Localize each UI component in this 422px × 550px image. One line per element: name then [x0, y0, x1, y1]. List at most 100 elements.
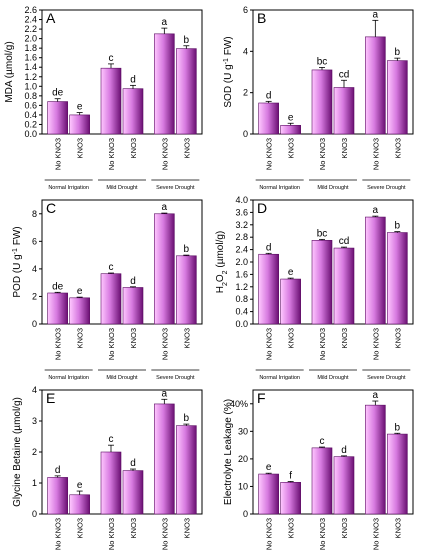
- y-tick-label: 0.4: [24, 110, 37, 120]
- bar: [122, 287, 144, 325]
- panel-e: E 0 1 2 3 4 Glycine Betaine (µmol/g) d No KNO3 e K…: [12, 385, 203, 550]
- significance-letter: d: [130, 276, 136, 287]
- group-label: Severe Drought: [367, 185, 406, 191]
- significance-letter: f: [289, 470, 292, 481]
- y-tick-label: 0.2: [24, 119, 37, 129]
- y-tick-label: 2: [32, 447, 37, 457]
- y-tick-label: 3.2: [235, 220, 248, 230]
- y-tick-label: 40%: [230, 399, 248, 409]
- group-label: Severe Drought: [367, 375, 406, 381]
- bar: [69, 114, 90, 135]
- bar: [280, 278, 301, 325]
- significance-letter: c: [320, 436, 325, 447]
- y-axis-label-part: H: [215, 286, 226, 293]
- bar: [258, 102, 279, 135]
- y-tick-label: 1: [32, 478, 37, 488]
- x-tick-label: KNO3: [76, 518, 85, 538]
- significance-letter: a: [162, 388, 168, 399]
- y-axis-label-part: 2: [222, 270, 229, 274]
- x-tick-label: No KNO3: [107, 138, 116, 170]
- bar: [154, 403, 175, 515]
- y-tick-label: 2.4: [24, 15, 37, 25]
- x-tick-label: KNO3: [340, 138, 349, 158]
- y-axis-label-part: SOD (U g: [223, 64, 234, 107]
- x-tick-label: KNO3: [182, 518, 191, 538]
- y-tick-label: 3.6: [235, 207, 248, 217]
- y-tick-label: 3: [32, 416, 37, 426]
- x-tick-label: KNO3: [129, 518, 138, 538]
- x-tick-label: No KNO3: [371, 328, 380, 360]
- significance-letter: b: [395, 221, 401, 232]
- significance-letter: b: [395, 422, 401, 433]
- y-axis-label-part: FW): [12, 226, 23, 248]
- significance-letter: a: [162, 202, 168, 213]
- significance-letter: d: [341, 445, 347, 456]
- x-tick-label: No KNO3: [160, 518, 169, 550]
- bar: [365, 36, 386, 135]
- plot-frame: [252, 9, 414, 135]
- significance-letter: a: [162, 17, 168, 28]
- bar: [311, 240, 333, 325]
- bar: [122, 470, 144, 515]
- panel-letter: A: [46, 10, 56, 26]
- bar: [365, 216, 386, 325]
- x-tick-label: No KNO3: [107, 518, 116, 550]
- bar: [100, 67, 122, 135]
- y-tick-label: 4: [32, 264, 37, 274]
- x-tick-label: KNO3: [393, 518, 402, 538]
- x-tick-label: KNO3: [76, 138, 85, 158]
- bar: [47, 292, 68, 325]
- y-tick-label: 0: [32, 319, 37, 329]
- bar: [387, 60, 408, 135]
- significance-letter: e: [288, 267, 294, 278]
- group-label: Mild Drought: [106, 375, 138, 381]
- significance-letter: a: [373, 205, 379, 216]
- y-tick-label: 0.0: [24, 129, 37, 139]
- y-tick-label: 6: [32, 236, 37, 246]
- bar: [333, 87, 355, 135]
- y-axis-label: H2O2 (µmol/g): [215, 231, 229, 293]
- y-axis-label-part: 2: [222, 282, 229, 286]
- y-axis-label: Electrolyte Leakage (%): [223, 399, 234, 505]
- y-tick-label: 20: [238, 454, 248, 464]
- x-tick-label: No KNO3: [54, 138, 63, 170]
- bar: [176, 425, 197, 515]
- panel-letter: D: [257, 200, 267, 216]
- x-tick-label: No KNO3: [54, 518, 63, 550]
- y-tick-label: 0.0: [235, 319, 248, 329]
- bar: [387, 232, 408, 325]
- x-tick-label: No KNO3: [265, 138, 274, 170]
- significance-letter: a: [373, 9, 379, 20]
- x-tick-label: No KNO3: [54, 328, 63, 360]
- y-axis-label-part: FW): [223, 36, 234, 58]
- significance-letter: c: [109, 262, 114, 273]
- plot-frame: [252, 389, 414, 515]
- bar: [311, 447, 333, 515]
- significance-letter: d: [130, 74, 136, 85]
- x-tick-label: No KNO3: [160, 138, 169, 170]
- group-label: Mild Drought: [317, 375, 349, 381]
- y-tick-label: 0.6: [24, 100, 37, 110]
- significance-letter: cd: [339, 69, 350, 80]
- significance-letter: e: [77, 286, 83, 297]
- y-tick-label: 0.8: [235, 294, 248, 304]
- panel-f: F 0 10 20 30 40%Electrolyte Leakage (%) e No KN…: [223, 389, 414, 550]
- group-label: Normal Irrigation: [259, 185, 300, 191]
- x-tick-label: No KNO3: [318, 328, 327, 360]
- plot-frame: [41, 199, 203, 325]
- x-tick-label: KNO3: [287, 328, 296, 348]
- bar: [154, 213, 175, 325]
- y-tick-label: 2.0: [235, 257, 248, 267]
- x-tick-label: KNO3: [340, 518, 349, 538]
- y-tick-label: 2.8: [235, 232, 248, 242]
- x-tick-label: No KNO3: [371, 518, 380, 550]
- y-tick-label: 30: [238, 426, 248, 436]
- bar: [365, 404, 386, 515]
- bar: [154, 33, 175, 135]
- bar: [280, 125, 301, 135]
- y-tick-label: 2.6: [24, 5, 37, 15]
- y-tick-label: 1.6: [24, 53, 37, 63]
- panel-letter: B: [257, 10, 266, 26]
- y-axis-label: POD (U g-1 FW): [12, 226, 24, 297]
